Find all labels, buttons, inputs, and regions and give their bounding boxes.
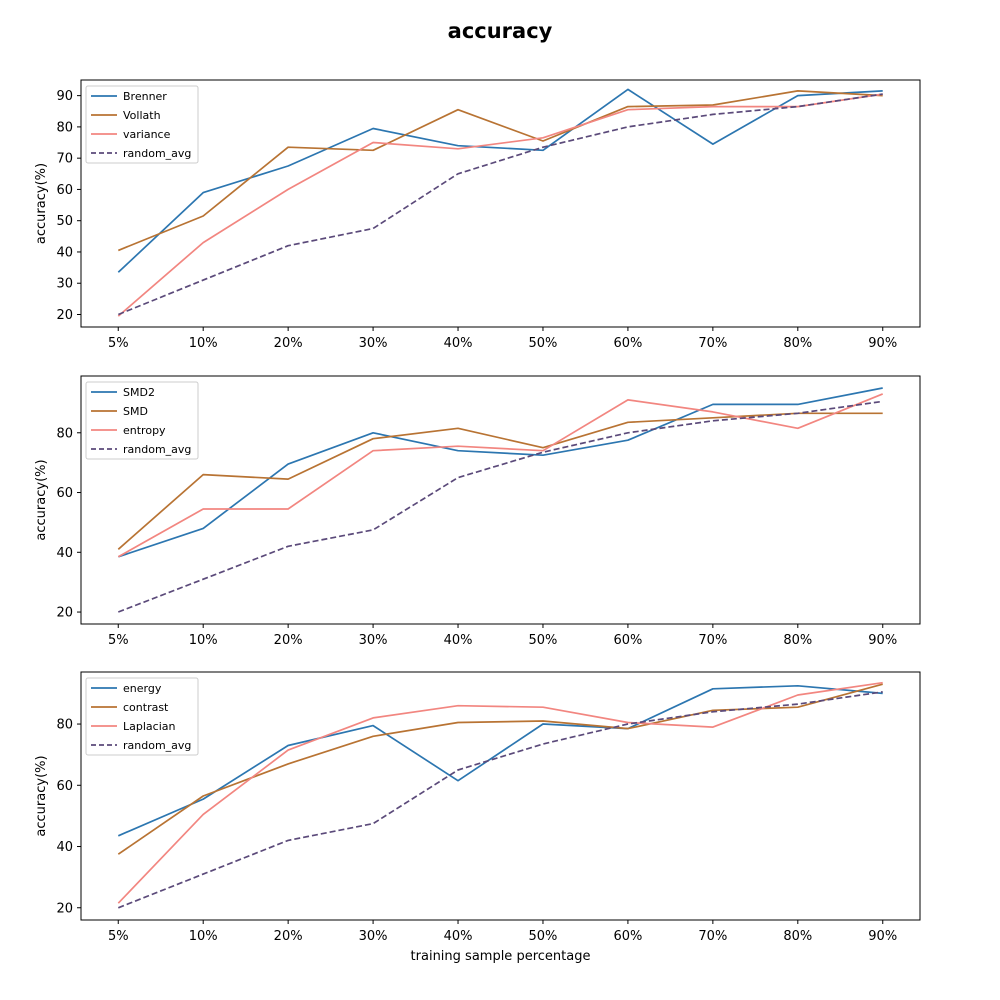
x-tick-label: 50% — [529, 336, 558, 351]
series-line-random-avg — [117, 691, 883, 909]
x-tick-label: 90% — [868, 633, 897, 648]
chart-panel-1: 5% 10% 20% 30% 40% 50% 60% 70% 80% 90% 20 30 40 50 60 7… — [34, 79, 921, 351]
series-line-vollath — [117, 90, 883, 252]
chart-title: accuracy — [448, 19, 553, 43]
x-tick-label: 20% — [274, 633, 303, 648]
plot-frame — [80, 79, 921, 328]
y-axis-label: accuracy(%) — [34, 163, 49, 244]
series-line-laplacian — [117, 681, 883, 904]
y-tick-label: 40 — [56, 245, 73, 260]
x-tick-label: 30% — [359, 336, 388, 351]
x-tick-label: 5% — [108, 633, 129, 648]
series-line-energy — [117, 684, 883, 837]
x-tick-label: 70% — [698, 336, 727, 351]
x-tick-label: 60% — [613, 929, 642, 944]
legend-label: SMD — [123, 405, 148, 418]
x-tick-label: 70% — [698, 929, 727, 944]
x-tick-label: 10% — [189, 336, 218, 351]
plot-frame — [80, 375, 921, 625]
chart-panel-2: 5% 10% 20% 30% 40% 50% 60% 70% 80% 90% 20 40 60 80 acc… — [34, 375, 921, 648]
x-tick-label: 60% — [613, 336, 642, 351]
y-tick-label: 80 — [56, 120, 73, 135]
x-tick-label: 40% — [444, 336, 473, 351]
y-tick-label: 20 — [56, 308, 73, 323]
y-tick-label: 20 — [56, 901, 73, 916]
legend-box — [85, 381, 199, 460]
legend: Brenner Vollath variance random_avg — [85, 85, 199, 164]
series-line-smd — [117, 412, 883, 550]
plot-frame — [80, 671, 921, 921]
x-tick-label: 20% — [274, 929, 303, 944]
y-tick-label: 60 — [56, 183, 73, 198]
x-axis-label: training sample percentage — [411, 949, 591, 964]
legend-label: random_avg — [123, 739, 191, 752]
x-tick-label: 60% — [613, 633, 642, 648]
series-line-brenner — [117, 88, 883, 273]
y-tick-label: 40 — [56, 546, 73, 561]
x-tick-label: 50% — [529, 633, 558, 648]
legend-label: energy — [123, 682, 162, 695]
x-tick-label: 10% — [189, 633, 218, 648]
y-axis-label: accuracy(%) — [34, 755, 49, 836]
legend-label: random_avg — [123, 443, 191, 456]
series-line-random-avg — [117, 400, 883, 613]
x-tick-label: 80% — [783, 336, 812, 351]
x-tick-label: 40% — [444, 929, 473, 944]
y-tick-label: 20 — [56, 606, 73, 621]
chart-panel-3: 5% 10% 20% 30% 40% 50% 60% 70% 80% 90% 20 40 60 80 acc… — [34, 671, 921, 964]
legend-label: random_avg — [123, 147, 191, 160]
legend: energy contrast Laplacian random_avg — [85, 677, 199, 756]
x-tick-label: 20% — [274, 336, 303, 351]
y-tick-label: 60 — [56, 486, 73, 501]
legend-box — [85, 85, 199, 164]
legend-box — [85, 677, 199, 756]
legend-label: variance — [123, 128, 171, 141]
y-tick-label: 80 — [56, 426, 73, 441]
x-tick-label: 10% — [189, 929, 218, 944]
x-tick-label: 80% — [783, 633, 812, 648]
y-tick-label: 40 — [56, 840, 73, 855]
series-line-contrast — [117, 683, 883, 855]
legend-label: Brenner — [123, 90, 167, 103]
x-tick-label: 30% — [359, 633, 388, 648]
legend-label: entropy — [123, 424, 166, 437]
y-tick-label: 70 — [56, 152, 73, 167]
x-tick-label: 90% — [868, 929, 897, 944]
y-tick-label: 60 — [56, 779, 73, 794]
legend: SMD2 SMD entropy random_avg — [85, 381, 199, 460]
x-tick-label: 30% — [359, 929, 388, 944]
x-tick-label: 70% — [698, 633, 727, 648]
series-line-entropy — [117, 393, 884, 558]
x-tick-label: 5% — [108, 929, 129, 944]
y-tick-label: 30 — [56, 277, 73, 292]
x-tick-label: 40% — [444, 633, 473, 648]
legend-label: Vollath — [123, 109, 161, 122]
series-line-variance — [117, 93, 883, 317]
x-tick-label: 80% — [783, 929, 812, 944]
legend-label: SMD2 — [123, 386, 155, 399]
x-tick-label: 90% — [868, 336, 897, 351]
x-tick-label: 5% — [108, 336, 129, 351]
series-line-smd2 — [118, 387, 883, 558]
x-tick-label: 50% — [529, 929, 558, 944]
series-line-random-avg — [117, 93, 883, 316]
y-axis-label: accuracy(%) — [34, 459, 49, 540]
y-tick-label: 50 — [56, 214, 73, 229]
y-tick-label: 90 — [56, 89, 73, 104]
legend-label: contrast — [123, 701, 169, 714]
legend-label: Laplacian — [123, 720, 175, 733]
y-tick-label: 80 — [56, 718, 73, 733]
